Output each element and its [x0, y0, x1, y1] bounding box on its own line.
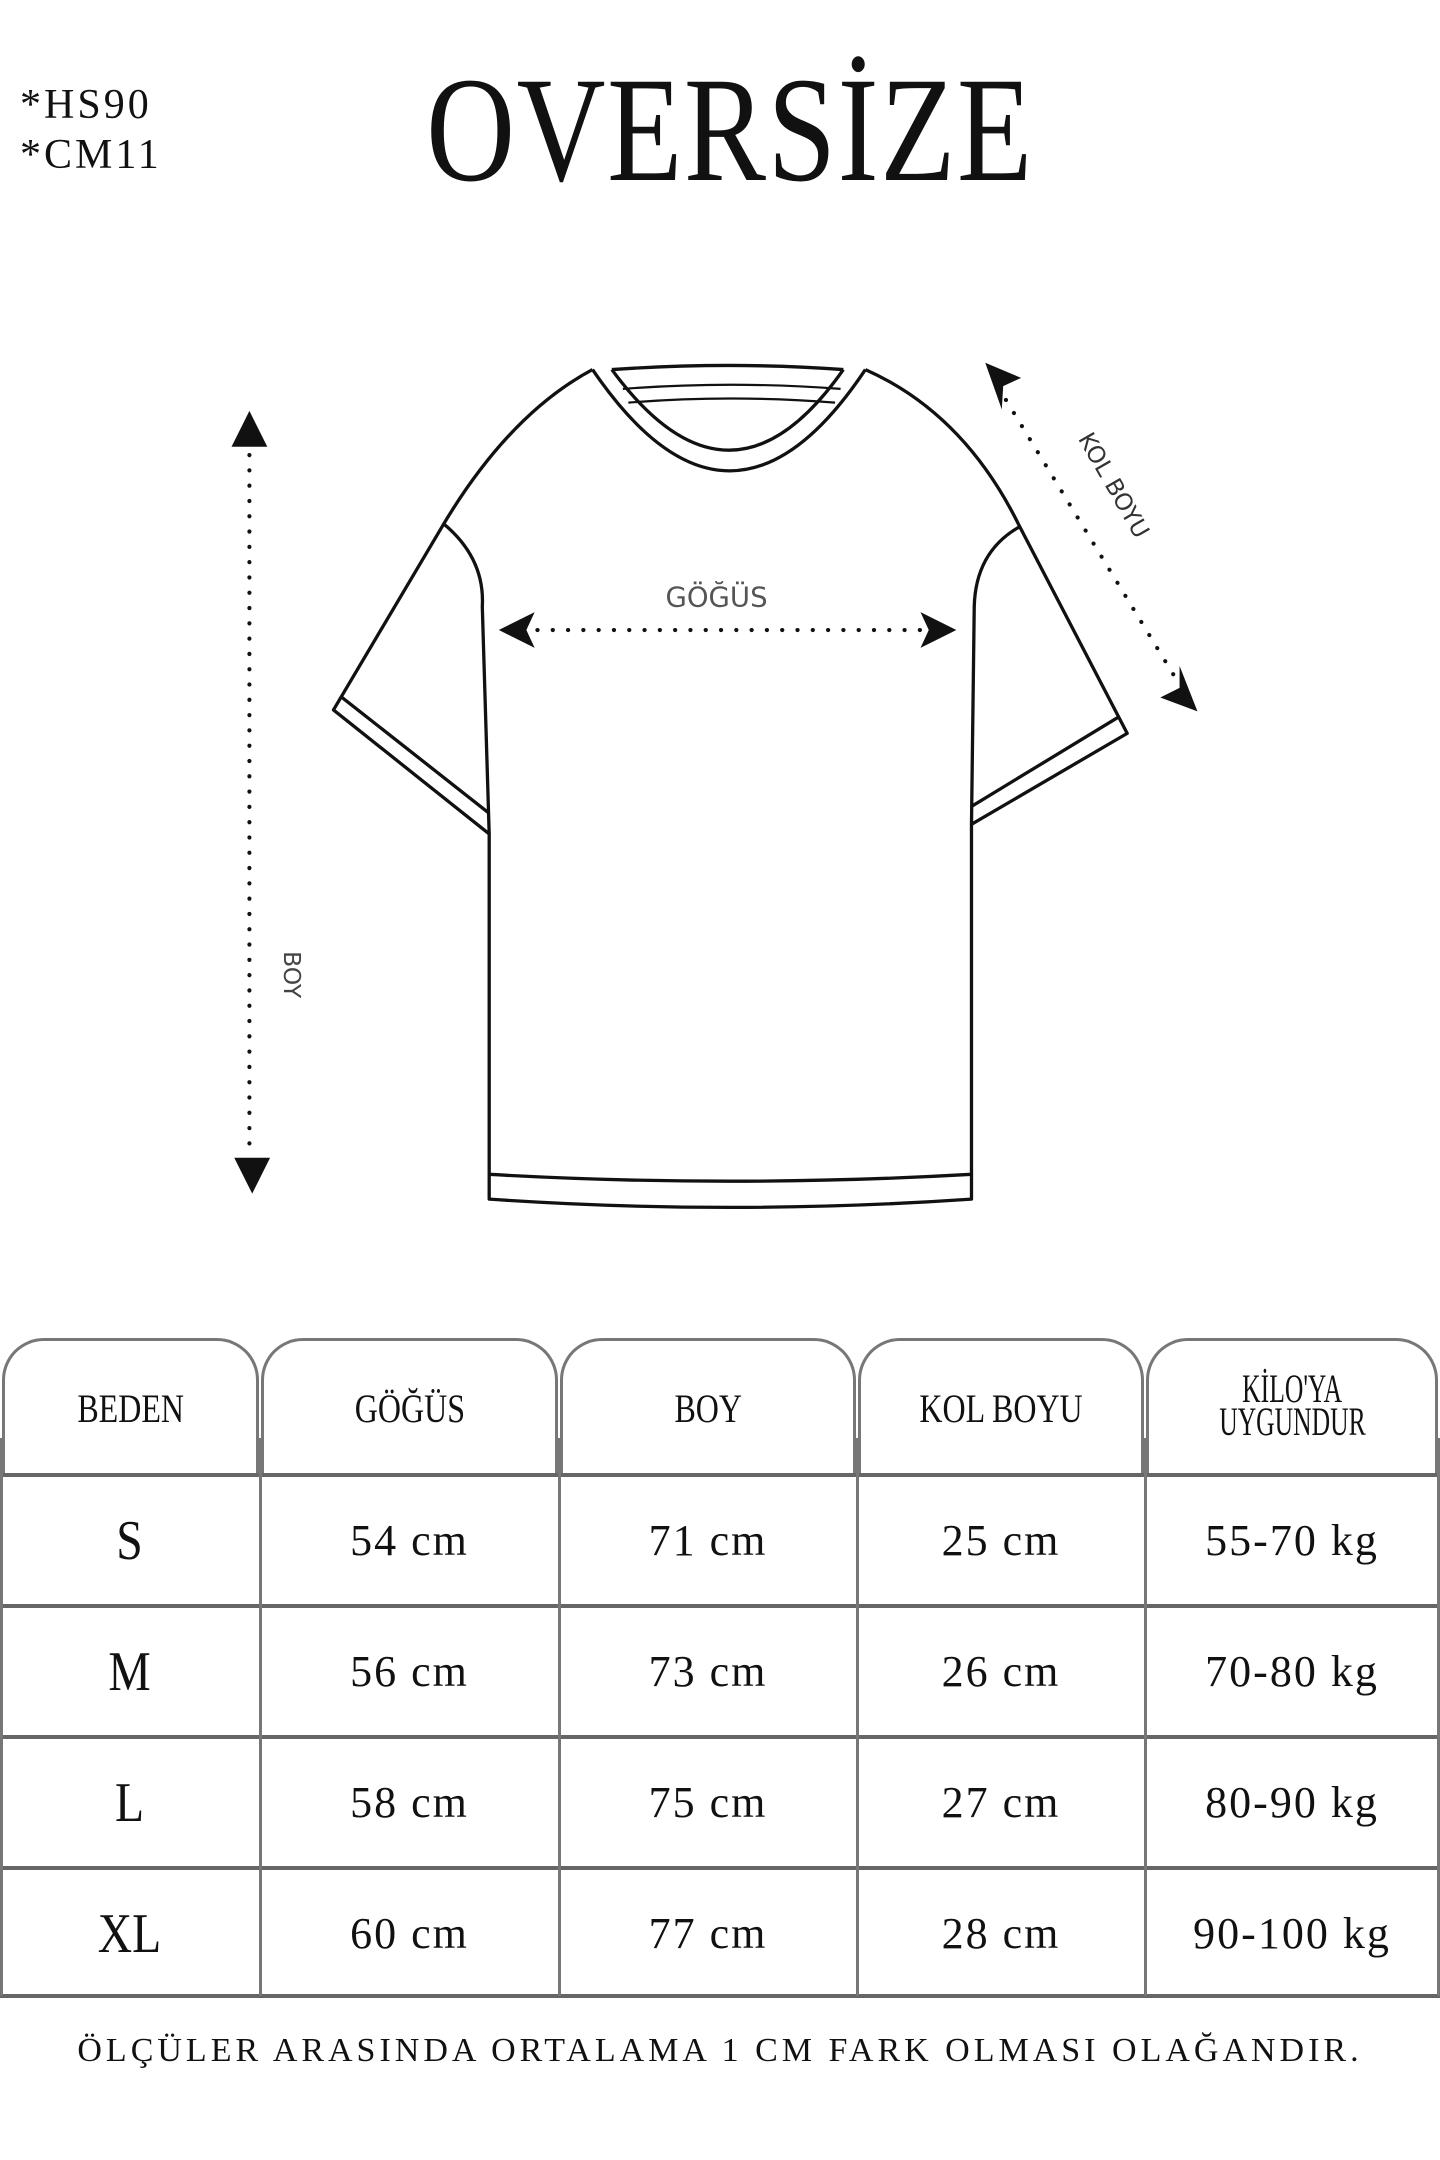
right-armhole: [969, 525, 1021, 825]
divider: [0, 1866, 1440, 1870]
size-table: BEDEN GÖĞÜS BOY KOL BOYU KİLO'YA UYGUNDUR…: [0, 1338, 1440, 1998]
header-length: BOY: [560, 1338, 856, 1475]
table-cell: 58 cm: [350, 1778, 469, 1827]
size-cell: M: [108, 1640, 151, 1703]
divider: [0, 1438, 3, 1996]
arrow-down-icon: [234, 1157, 271, 1194]
header-label: BEDEN: [77, 1385, 184, 1431]
left-armhole: [442, 522, 491, 835]
table-cell: 77 cm: [648, 1909, 768, 1958]
size-cell: S: [116, 1509, 143, 1572]
neck-rib: [611, 363, 844, 372]
length-arrow: [231, 410, 271, 1194]
product-code: *CM11: [20, 132, 162, 178]
header-weight: KİLO'YA UYGUNDUR: [1146, 1338, 1438, 1475]
table-cell: 56 cm: [350, 1647, 469, 1696]
table-cell: 80-90 kg: [1205, 1778, 1379, 1827]
arrow-down-right-icon: [1160, 665, 1198, 712]
table-cell: 70-80 kg: [1205, 1647, 1379, 1696]
page-title: OVERSİZE: [426, 47, 1034, 213]
header-size: BEDEN: [2, 1338, 259, 1475]
table-cell: 26 cm: [941, 1647, 1061, 1696]
table-cell: 54 cm: [350, 1516, 469, 1565]
right-cuff: [970, 715, 1120, 808]
footer-note: ÖLÇÜLER ARASINDA ORTALAMA 1 CM FARK OLMA…: [77, 2032, 1363, 2069]
header-label: BOY: [674, 1385, 742, 1431]
divider: [259, 1438, 262, 1996]
table-cell: 27 cm: [941, 1778, 1061, 1827]
divider: [856, 1438, 859, 1996]
size-cell: XL: [97, 1902, 162, 1965]
neck-rib: [628, 397, 836, 404]
table-cell: 25 cm: [941, 1516, 1061, 1565]
header-sleeve: KOL BOYU: [858, 1338, 1144, 1475]
arrow-up-icon: [231, 410, 268, 447]
header-label: GÖĞÜS: [354, 1385, 465, 1431]
tshirt-measurement-diagram: BOY GÖĞÜS KOL BOYU: [231, 362, 1198, 1210]
table-cell: 55-70 kg: [1205, 1516, 1379, 1565]
product-code: *HS90: [20, 82, 152, 128]
divider: [0, 1604, 1440, 1608]
table-cell: 71 cm: [648, 1516, 768, 1565]
neck-rib: [622, 383, 841, 390]
table-cell: 28 cm: [941, 1909, 1061, 1958]
header-chest: GÖĞÜS: [261, 1338, 558, 1475]
table-cell: 90-100 kg: [1193, 1909, 1391, 1958]
divider: [558, 1438, 561, 1996]
divider: [0, 1473, 1440, 1477]
product-codes: *HS90 *CM11: [20, 80, 162, 180]
chest-arrow: [498, 612, 957, 648]
arrow-right-icon: [920, 612, 957, 648]
header-line: KİLO'YA: [1242, 1366, 1342, 1411]
divider: [1437, 1438, 1440, 1996]
table-cell: 60 cm: [350, 1909, 469, 1958]
sleeve-arrow: [985, 362, 1198, 712]
divider: [1144, 1438, 1147, 1996]
arrow-left-icon: [498, 612, 535, 648]
header-line: UYGUNDUR: [1218, 1399, 1366, 1444]
length-label: BOY: [278, 951, 306, 999]
divider: [0, 1735, 1440, 1739]
size-cell: L: [114, 1771, 145, 1834]
header-label: KOL BOYU: [919, 1385, 1083, 1431]
hem-line: [489, 1172, 972, 1183]
header-label: KİLO'YA UYGUNDUR: [1200, 1366, 1383, 1444]
tshirt-outline: [331, 368, 1129, 1210]
left-cuff: [339, 694, 491, 815]
tshirt-neck-outer: [591, 368, 867, 473]
table-cell: 75 cm: [648, 1778, 768, 1827]
sleeve-label: KOL BOYU: [1072, 427, 1155, 543]
dotted-line: [1003, 397, 1181, 685]
divider: [0, 1994, 1440, 1998]
arrow-up-left-icon: [985, 362, 1022, 410]
chest-label: GÖĞÜS: [666, 580, 768, 614]
tshirt-neck-inner: [610, 368, 845, 452]
table-cell: 73 cm: [648, 1647, 768, 1696]
